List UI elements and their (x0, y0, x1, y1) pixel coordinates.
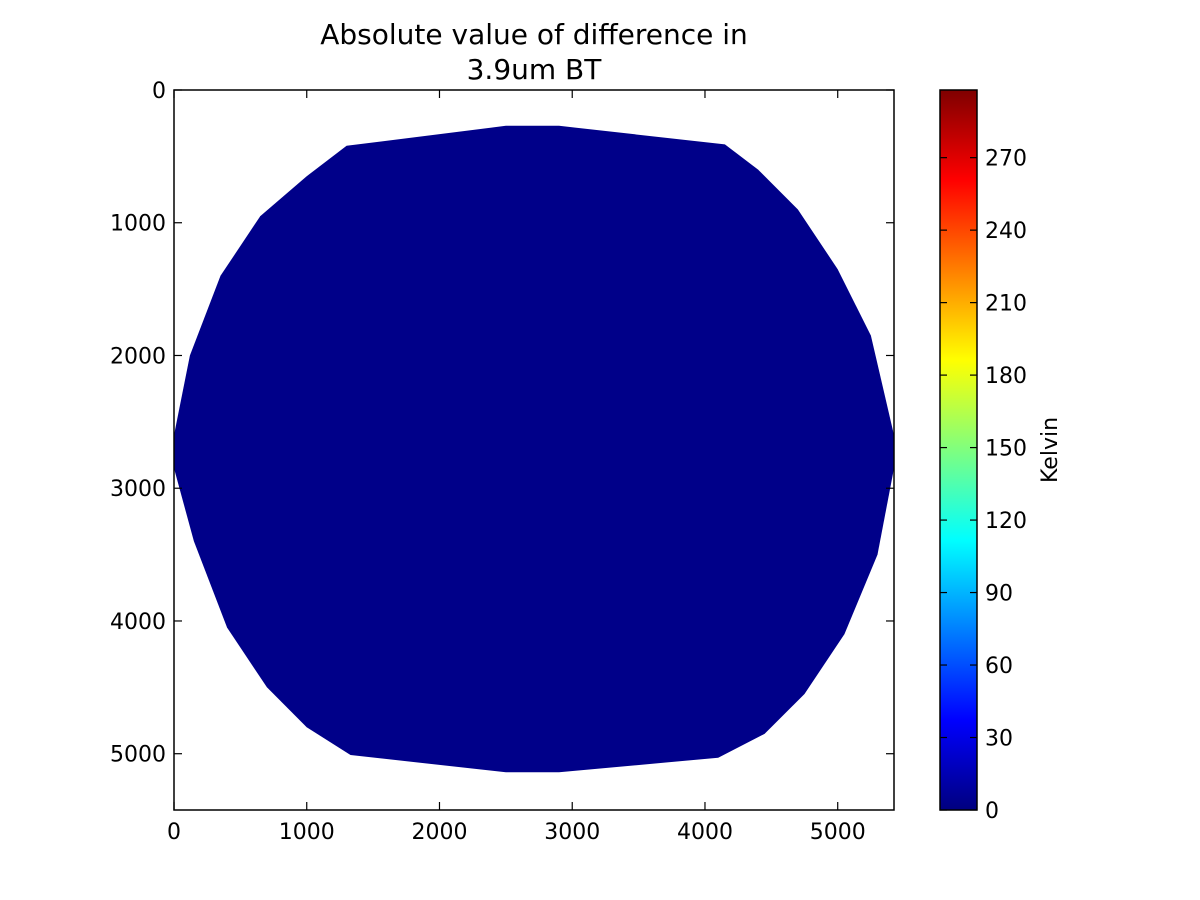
y-tick-label: 4000 (110, 610, 166, 635)
data-disk (174, 125, 894, 773)
colorbar-tick-label: 180 (985, 364, 1027, 389)
chart-title: Absolute value of difference in 3.9um BT (320, 18, 748, 86)
y-tick-label: 5000 (110, 743, 166, 768)
colorbar-tick-label: 90 (985, 582, 1013, 607)
colorbar-ticks: 0 30 60 90 120 150 180 210 240 270 (940, 147, 1027, 824)
x-tick-label: 4000 (677, 820, 733, 845)
y-tick-label: 3000 (110, 477, 166, 502)
plot-frame (173, 89, 895, 811)
colorbar-tick-label: 60 (985, 654, 1013, 679)
x-tick-label: 1000 (279, 820, 335, 845)
x-tick-label: 5000 (810, 820, 866, 845)
colorbar-tick-label: 0 (985, 799, 999, 824)
colorbar-tick-label: 120 (985, 509, 1027, 534)
x-axis: 0 1000 2000 3000 4000 5000 (167, 90, 866, 845)
y-tick-label: 1000 (110, 212, 166, 237)
chart-title-line-2: 3.9um BT (467, 53, 603, 86)
colorbar-tick-label: 270 (985, 147, 1027, 172)
x-tick-label: 2000 (411, 820, 467, 845)
x-tick-label: 0 (167, 820, 181, 845)
colorbar-tick-label: 210 (985, 292, 1027, 317)
y-tick-label: 0 (152, 79, 166, 104)
colorbar-frame (939, 89, 978, 811)
colorbar-tick-label: 150 (985, 437, 1027, 462)
y-tick-label: 2000 (110, 344, 166, 369)
colorbar-tick-label: 30 (985, 727, 1013, 752)
colorbar-tick-label: 240 (985, 219, 1027, 244)
x-tick-label: 3000 (544, 820, 600, 845)
colorbar-gradient (940, 90, 977, 810)
chart-title-line-1: Absolute value of difference in (320, 18, 748, 51)
colorbar: 0 30 60 90 120 150 180 210 240 270 Kelvin (939, 89, 1063, 824)
colorbar-label: Kelvin (1038, 417, 1063, 483)
y-axis: 0 1000 2000 3000 4000 5000 (110, 79, 894, 768)
plot-area: 0 1000 2000 3000 4000 5000 0 1000 2000 3000 4000 5… (110, 79, 895, 845)
